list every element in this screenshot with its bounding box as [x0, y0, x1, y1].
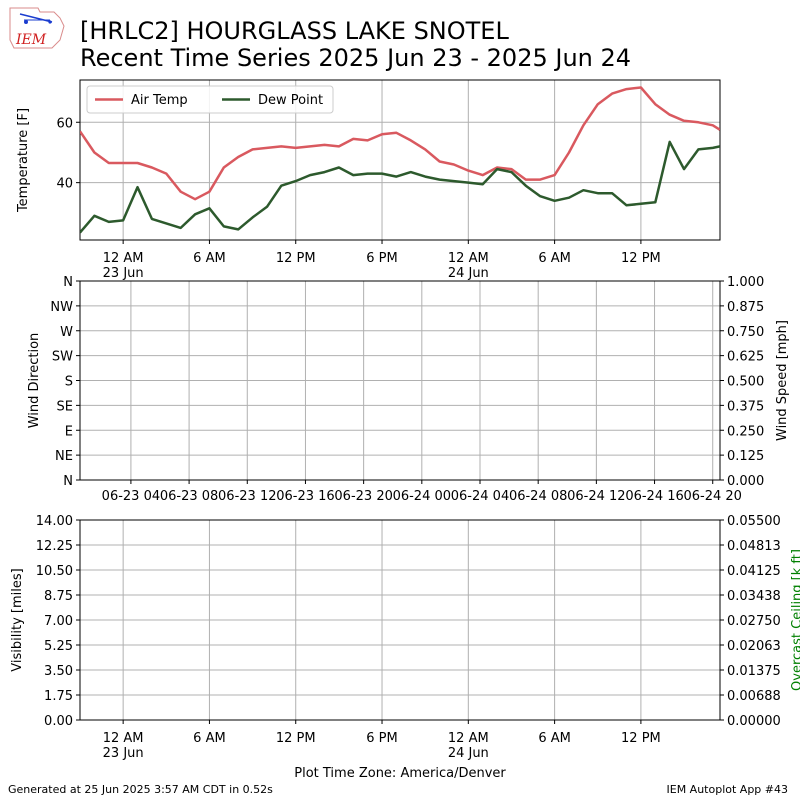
y-right-tick-label: 0.000 — [727, 474, 764, 489]
y-right-tick-label: 0.04125 — [727, 564, 781, 579]
y-right-tick-label: 0.02063 — [727, 639, 781, 654]
y-tick-label: 60 — [56, 116, 73, 131]
station-title: [HRLC2] HOURGLASS LAKE SNOTEL — [80, 17, 509, 45]
generated-note: Generated at 25 Jun 2025 3:57 AM CDT in … — [8, 783, 273, 796]
x-axis-label: Plot Time Zone: America/Denver — [294, 766, 506, 781]
legend-box — [86, 85, 334, 114]
y-axis-label: Visibility [miles] — [10, 568, 25, 671]
y-axis-label: Wind Direction — [27, 333, 42, 429]
x-tick-label: 06-24 04 — [451, 489, 509, 504]
x-tick-label: 06-24 08 — [509, 489, 567, 504]
y-right-tick-label: 0.03438 — [727, 589, 781, 604]
series-subtitle: Recent Time Series 2025 Jun 23 - 2025 Ju… — [80, 44, 632, 72]
y-right-tick-label: 0.04813 — [727, 539, 781, 554]
y-tick-label: N — [63, 474, 73, 489]
y-right-axis-label: Overcast Ceiling [k ft] — [790, 549, 800, 691]
series-line-air-temp — [80, 86, 720, 201]
series-line-dew-point — [80, 140, 720, 234]
y-tick-label: N — [63, 275, 73, 290]
x-tick-label: 6 PM — [366, 731, 397, 746]
y-right-tick-label: 0.01375 — [727, 664, 781, 679]
plot-frame — [79, 519, 721, 721]
x-tick-date-label: 23 Jun — [103, 746, 144, 761]
y-tick-label: NE — [55, 449, 73, 464]
x-tick-label: 6 AM — [193, 731, 226, 746]
x-tick-date-label: 24 Jun — [448, 746, 489, 761]
x-tick-label: 06-24 16 — [625, 489, 683, 504]
x-tick-label: 12 AM — [448, 731, 489, 746]
logo-text: IEM — [15, 32, 47, 48]
plot-frame — [79, 280, 721, 481]
iem-logo: IEM — [9, 7, 65, 49]
y-tick-label: E — [65, 424, 73, 439]
x-tick-label: 12 AM — [103, 251, 144, 266]
y-tick-label: SW — [52, 350, 73, 365]
y-right-tick-label: 0.250 — [727, 424, 764, 439]
y-tick-label: NW — [50, 300, 73, 315]
y-right-tick-label: 0.375 — [727, 399, 764, 414]
y-right-tick-label: 0.750 — [727, 325, 764, 340]
y-tick-label: 0.00 — [44, 714, 73, 729]
y-right-tick-label: 0.00688 — [727, 689, 781, 704]
y-tick-label: 5.25 — [44, 639, 73, 654]
y-tick-label: 3.50 — [44, 664, 73, 679]
x-tick-label: 12 PM — [621, 731, 661, 746]
y-right-tick-label: 0.500 — [727, 375, 764, 390]
x-tick-label: 06-23 08 — [160, 489, 218, 504]
y-tick-label: 40 — [56, 177, 73, 192]
visibility-panel: 0.00 1.75 3.50 5.25 7.00 8.75 10.50 12.25 14.00 0… — [10, 514, 800, 781]
x-tick-label: 06-23 04 — [102, 489, 160, 504]
y-right-tick-label: 0.875 — [727, 300, 764, 315]
y-right-tick-label: 0.625 — [727, 350, 764, 365]
legend-label: Air Temp — [131, 93, 188, 108]
x-tick-label: 12 PM — [276, 731, 316, 746]
y-tick-label: 1.75 — [44, 689, 73, 704]
x-tick-label: 12 AM — [448, 251, 489, 266]
x-tick-label: 6 AM — [538, 251, 571, 266]
x-tick-label: 6 AM — [538, 731, 571, 746]
legend-label: Dew Point — [258, 93, 323, 108]
x-tick-date-label: 23 Jun — [103, 266, 144, 281]
y-right-tick-label: 1.000 — [727, 275, 764, 290]
y-tick-label: 8.75 — [44, 589, 73, 604]
x-tick-label: 06-23 16 — [276, 489, 334, 504]
y-tick-label: 14.00 — [36, 514, 73, 529]
y-tick-label: SE — [57, 399, 73, 414]
y-right-tick-label: 0.00000 — [727, 714, 781, 729]
x-tick-label: 12 PM — [276, 251, 316, 266]
y-right-tick-label: 0.05500 — [727, 514, 781, 529]
y-tick-label: W — [60, 325, 73, 340]
x-tick-label: 6 AM — [193, 251, 226, 266]
app-label: IEM Autoplot App #43 — [666, 783, 789, 796]
x-tick-label: 06-24 12 — [567, 489, 625, 504]
y-right-axis-label: Wind Speed [mph] — [775, 320, 790, 441]
y-tick-label: 10.50 — [36, 564, 73, 579]
x-tick-label: 06-24 20 — [684, 489, 742, 504]
wind-panel: N NE E SE S SW W NW N 0.000 0.125 0.250 0.375 0.500 0.… — [27, 275, 790, 504]
y-tick-label: 12.25 — [36, 539, 73, 554]
x-tick-label: 12 PM — [621, 251, 661, 266]
x-tick-label: 06-24 00 — [393, 489, 451, 504]
x-tick-label: 6 PM — [366, 251, 397, 266]
y-right-tick-label: 0.125 — [727, 449, 764, 464]
x-tick-label: 12 AM — [103, 731, 144, 746]
y-tick-label: S — [65, 375, 73, 390]
x-tick-date-label: 24 Jun — [448, 266, 489, 281]
y-axis-label: Temperature [F] — [16, 108, 31, 213]
x-tick-label: 06-23 12 — [218, 489, 276, 504]
y-tick-label: 7.00 — [44, 614, 73, 629]
x-tick-label: 06-23 20 — [334, 489, 392, 504]
y-right-tick-label: 0.02750 — [727, 614, 781, 629]
plot-frame — [79, 79, 721, 241]
